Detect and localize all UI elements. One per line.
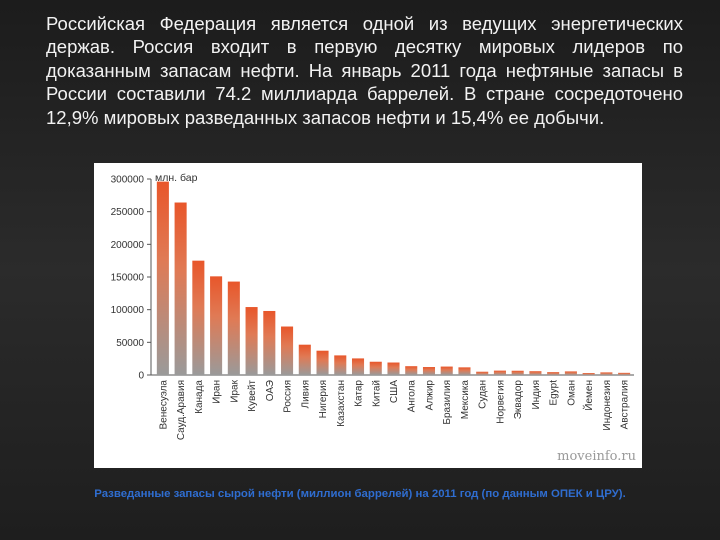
x-tick-label: Алжир [424, 380, 435, 411]
x-tick-label: Ангола [407, 380, 418, 413]
bar [618, 372, 631, 375]
bar [334, 355, 347, 375]
x-tick-label: Канада [194, 380, 205, 414]
x-tick-label: Норвегия [495, 380, 506, 424]
x-tick-label: Ливия [300, 380, 311, 408]
x-tick-label: Казахстан [336, 380, 347, 427]
bar [156, 181, 169, 375]
y-tick-label: 100000 [111, 305, 145, 316]
bar [316, 350, 329, 375]
x-tick-label: Индия [531, 380, 542, 410]
x-tick-label: Китай [371, 380, 382, 407]
x-tick-label: Йемен [582, 380, 595, 411]
bar [511, 370, 524, 375]
x-tick-label: Иран [212, 380, 223, 404]
bar [547, 372, 560, 375]
bar [387, 362, 400, 375]
chart-caption: Разведанные запасы сырой нефти (миллион … [94, 488, 626, 500]
bar [600, 372, 613, 375]
y-tick-label: 150000 [111, 273, 145, 284]
bar [493, 370, 506, 375]
bar [582, 373, 595, 375]
y-axis-label: млн. бар [155, 172, 198, 184]
y-tick-label: 0 [138, 371, 144, 382]
x-tick-label: Судан [478, 380, 489, 409]
bar [476, 371, 489, 375]
x-tick-label: Бразилия [442, 380, 453, 425]
x-tick-label: ОАЭ [265, 380, 276, 401]
y-tick-label: 50000 [116, 338, 144, 349]
bar [210, 276, 223, 375]
bar [351, 358, 365, 375]
bar [227, 281, 240, 375]
x-tick-label: Австралия [620, 380, 631, 429]
bar [405, 366, 418, 375]
bar [564, 371, 577, 375]
bar [422, 367, 436, 375]
bar [245, 307, 258, 375]
bar [458, 367, 471, 375]
x-tick-label: Сауд.Аравия [176, 380, 187, 440]
x-tick-label: США [389, 380, 400, 403]
bar [369, 361, 382, 375]
bar-chart: 0 50000 100000 150000 200000 250000 300000 млн.… [111, 172, 634, 440]
bar [529, 371, 542, 375]
x-tick-label: Россия [283, 380, 294, 413]
bar [281, 326, 294, 375]
y-tick-label: 250000 [111, 207, 145, 218]
y-tick-label: 300000 [111, 175, 145, 186]
bar [440, 366, 453, 375]
x-tick-label: Катар [354, 380, 365, 407]
x-tick-label: Венесуэла [158, 380, 169, 430]
x-tick-label: Индонезия [602, 380, 613, 431]
x-tick-label: Кувейт [247, 380, 258, 412]
bar [192, 260, 205, 375]
x-tick-label: Egypt [549, 380, 560, 406]
chart-area: 0 50000 100000 150000 200000 250000 300000 млн.… [94, 163, 642, 468]
intro-text: Российская Федерация является одной из в… [46, 13, 683, 128]
x-tick-label: Мексика [460, 380, 471, 420]
bar [263, 310, 276, 375]
x-tick-label: Оман [566, 380, 577, 406]
bar [174, 202, 187, 375]
watermark: moveinfo.ru [557, 449, 636, 464]
x-tick-label: Эквадор [513, 380, 524, 420]
bar [298, 344, 311, 375]
y-tick-label: 200000 [111, 240, 145, 251]
x-tick-label: Ирак [229, 379, 240, 402]
x-tick-label: Нигерия [318, 380, 329, 418]
